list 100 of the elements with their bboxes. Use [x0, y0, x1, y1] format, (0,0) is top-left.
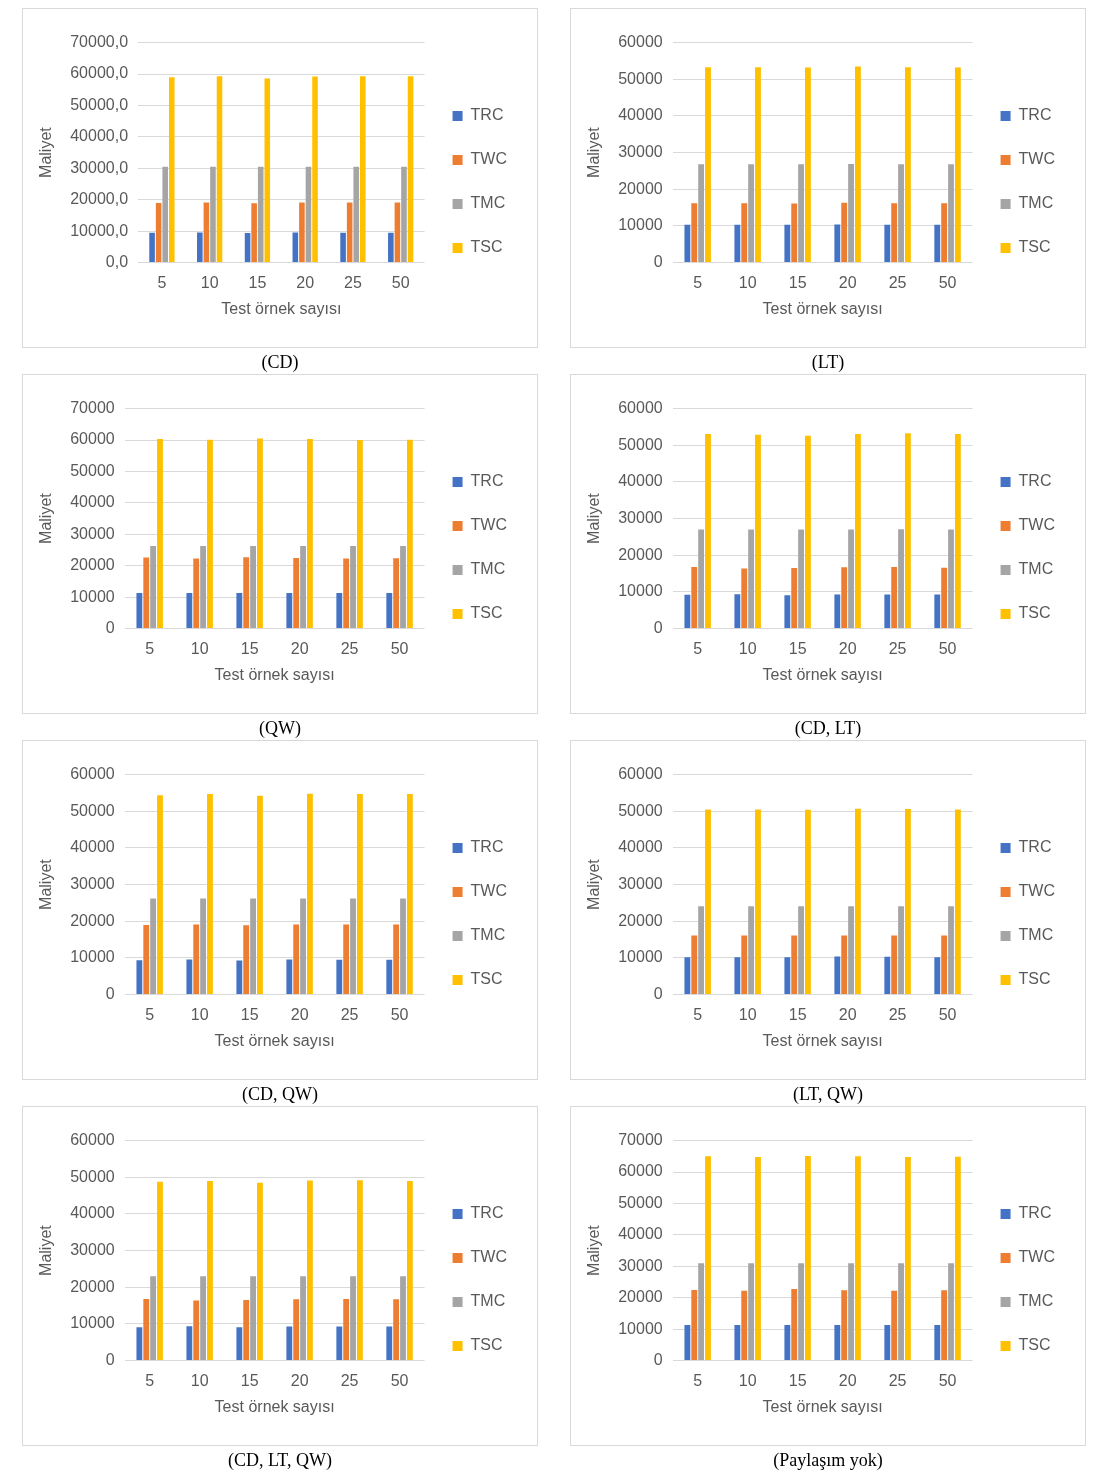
x-tick-label: 20	[290, 1005, 309, 1023]
y-axis-title: Maliyet	[585, 1224, 603, 1276]
bar	[891, 935, 898, 995]
bar	[343, 558, 350, 629]
text: (Paylaşım yok)	[772, 1450, 884, 1471]
legend-label: TSC	[470, 604, 503, 622]
bar	[406, 439, 413, 629]
y-tick-label: 0	[653, 1351, 663, 1369]
legend-label: TRC	[470, 472, 504, 490]
bar	[197, 232, 203, 263]
legend-label: TMC	[470, 1292, 506, 1310]
bar	[293, 1299, 300, 1361]
x-tick-label: 10	[190, 1371, 209, 1389]
bar	[207, 439, 213, 629]
bar	[855, 808, 861, 995]
bar	[791, 568, 798, 629]
bar	[898, 1263, 904, 1361]
x-tick-label: 50	[938, 273, 957, 291]
bar	[360, 76, 366, 263]
bar	[250, 898, 256, 995]
y-tick-label: 40000	[618, 838, 663, 856]
x-tick-label: 10	[738, 1371, 757, 1389]
y-tick-label: 0	[105, 985, 115, 1003]
bar	[307, 1180, 313, 1361]
y-tick-label: 30000	[618, 1256, 663, 1274]
bar	[400, 898, 406, 995]
bar	[884, 1325, 891, 1361]
x-axis-title: Test örnek sayısı	[762, 299, 883, 317]
bar	[293, 557, 300, 629]
bar	[210, 166, 216, 263]
bar	[734, 224, 741, 263]
bar	[834, 224, 841, 263]
x-tick-label: 25	[888, 1005, 907, 1023]
legend-label: TRC	[1018, 106, 1052, 124]
bar	[755, 809, 761, 995]
y-tick-label: 70000,0	[70, 33, 129, 51]
bar	[307, 793, 313, 995]
bar	[784, 1325, 791, 1361]
bar	[748, 529, 755, 629]
bar	[741, 1290, 748, 1361]
y-tick-label: 40000	[618, 472, 663, 490]
y-tick-label: 40000	[70, 838, 115, 856]
bar	[264, 78, 271, 263]
y-tick-label: 50000	[70, 801, 115, 819]
bar	[186, 959, 193, 995]
x-tick-label: 15	[788, 1005, 807, 1023]
bar	[386, 593, 393, 629]
x-tick-label: 15	[240, 1371, 259, 1389]
bar	[891, 567, 898, 629]
bar	[356, 794, 363, 995]
y-tick-label: 60000	[618, 765, 663, 783]
bar	[734, 1325, 741, 1361]
x-tick-label: 5	[145, 639, 155, 657]
legend-label: TMC	[470, 560, 506, 578]
bar	[941, 567, 948, 629]
bar	[948, 1263, 954, 1361]
legend-label: TRC	[470, 106, 504, 124]
bar	[193, 558, 200, 629]
x-tick-label: 5	[693, 1371, 703, 1389]
bar	[954, 67, 961, 263]
bar	[841, 202, 848, 263]
bar	[784, 224, 791, 263]
y-tick-label: 20000	[618, 545, 663, 563]
y-tick-label: 10000	[70, 948, 115, 966]
bar	[684, 957, 691, 995]
bar	[855, 433, 861, 629]
y-tick-label: 60000	[618, 33, 663, 51]
bar	[350, 545, 356, 629]
bar	[257, 795, 263, 995]
bar	[848, 1263, 854, 1361]
text: (CD, QW)	[241, 1084, 319, 1105]
bar	[251, 203, 257, 263]
x-tick-label: 5	[145, 1371, 155, 1389]
bar	[934, 1325, 941, 1361]
y-tick-label: 0	[653, 985, 663, 1003]
bar	[898, 164, 904, 263]
bar	[186, 1326, 193, 1361]
bar	[855, 1156, 861, 1361]
y-tick-label: 30000	[70, 524, 115, 542]
x-tick-label: 5	[157, 273, 167, 291]
bar	[791, 203, 798, 263]
bar	[157, 795, 163, 995]
bar	[401, 166, 407, 263]
legend-label: TRC	[1018, 1204, 1052, 1222]
bar	[834, 956, 841, 995]
legend-label: TWC	[470, 882, 508, 900]
bar	[691, 567, 698, 629]
bar	[805, 67, 811, 263]
legend-label: TSC	[470, 970, 503, 988]
y-tick-label: 40000	[70, 1204, 115, 1222]
bar	[698, 164, 705, 263]
bar	[698, 529, 705, 629]
bar	[805, 1156, 811, 1361]
x-axis-title: Test örnek sayısı	[762, 665, 883, 683]
bar	[891, 1290, 898, 1361]
bar	[784, 957, 791, 995]
bar	[300, 898, 306, 995]
bar	[941, 203, 948, 263]
x-tick-label: 20	[838, 639, 857, 657]
bar	[898, 906, 904, 995]
